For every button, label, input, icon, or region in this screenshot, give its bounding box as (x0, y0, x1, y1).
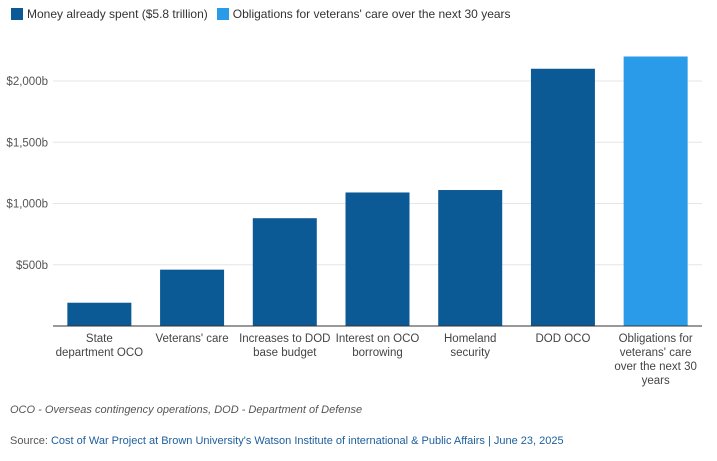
x-category-label-line: base budget (253, 347, 317, 359)
x-category-label-line: Homeland (444, 333, 496, 345)
bar[interactable] (438, 190, 503, 326)
x-category-label-line: DOD OCO (535, 333, 590, 345)
y-tick-label: $500b (16, 260, 48, 272)
bar[interactable] (530, 68, 595, 326)
x-category-label-line: over the next 30 (614, 361, 696, 373)
x-category-label-line: Obligations for (619, 333, 693, 345)
bar[interactable] (252, 218, 317, 326)
bar[interactable] (623, 56, 688, 327)
source-line: Source: Cost of War Project at Brown Uni… (10, 435, 564, 447)
source-link[interactable]: Cost of War Project at Brown University'… (50, 435, 564, 447)
bar[interactable] (345, 192, 410, 326)
bar-chart: $500b $1,000b $1,500b $2,000b State departmen… (6, 56, 702, 387)
legend-swatch-obligations (216, 8, 229, 20)
bar[interactable] (67, 302, 132, 326)
legend-label-money-spent: Money already spent ($5.8 trillion) (27, 7, 208, 21)
legend-swatch-money-spent (11, 8, 23, 20)
bar[interactable] (160, 269, 225, 326)
x-category-label: Obligations for veterans' care over the ne… (614, 333, 696, 387)
x-category-label: Increases to DOD base budget (239, 333, 330, 359)
y-tick-label: $1,500b (6, 137, 48, 149)
x-category-label-line: security (450, 347, 490, 359)
x-category-label: Veterans' care (155, 333, 228, 345)
x-category-label: Interest on OCO borrowing (336, 333, 420, 359)
y-tick-label: $1,000b (6, 199, 48, 211)
x-category-label-line: State (86, 333, 113, 345)
x-category-label-line: Increases to DOD (239, 333, 330, 345)
legend-item-money-spent[interactable]: Money already spent ($5.8 trillion) (11, 7, 208, 21)
x-category-label-line: Interest on OCO (336, 333, 420, 345)
legend-item-obligations[interactable]: Obligations for veterans' care over the … (216, 7, 511, 21)
x-category-label-line: borrowing (352, 347, 403, 359)
x-category-label-line: Veterans' care (155, 333, 228, 345)
x-category-label: DOD OCO (535, 333, 590, 345)
chart-legend: Money already spent ($5.8 trillion) Obli… (11, 7, 520, 21)
legend-label-obligations: Obligations for veterans' care over the … (232, 7, 511, 21)
y-tick-label: $2,000b (6, 76, 48, 88)
x-category-label: State department OCO (56, 333, 144, 359)
x-category-label: Homeland security (444, 333, 496, 359)
x-category-label-line: veterans' care (620, 347, 692, 359)
source-prefix: Source: (10, 435, 51, 447)
x-category-label-line: department OCO (56, 347, 144, 359)
x-category-label-line: years (642, 375, 670, 387)
footnote: OCO - Overseas contingency operations, D… (10, 404, 363, 416)
